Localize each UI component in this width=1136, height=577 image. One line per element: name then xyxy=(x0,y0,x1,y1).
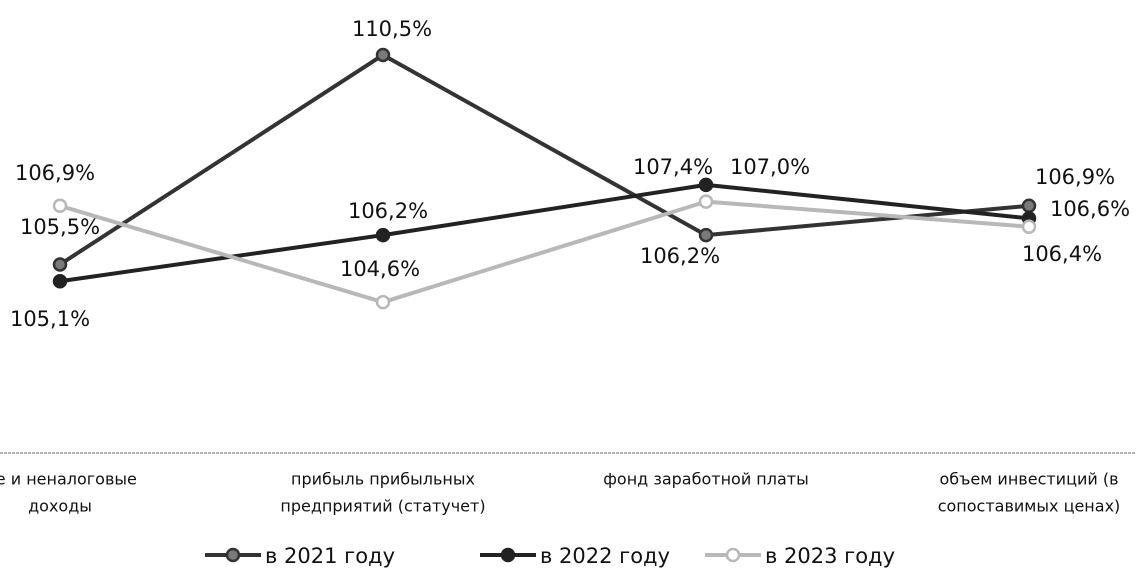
series-line xyxy=(59,199,1030,305)
data-label: 106,2% xyxy=(348,199,428,223)
data-label: 107,4% xyxy=(633,155,713,179)
data-label: 105,5% xyxy=(20,215,100,239)
data-label: 106,9% xyxy=(1035,165,1115,189)
legend-item: в 2022 году xyxy=(480,544,670,568)
marker xyxy=(375,294,391,310)
x-tick-label: фонд заработной платы xyxy=(603,470,809,489)
x-tick-label: объем инвестиций (в xyxy=(939,470,1118,489)
marker xyxy=(698,194,714,209)
data-label: 106,9% xyxy=(15,161,95,185)
marker xyxy=(52,273,68,289)
data-label: 110,5% xyxy=(352,17,432,41)
x-tick-label: прибыль прибыльных xyxy=(291,470,475,489)
legend-marker xyxy=(725,547,741,563)
x-tick-label: сопоставимых ценах) xyxy=(938,497,1121,516)
marker xyxy=(1021,219,1037,234)
legend-label: в 2022 году xyxy=(540,544,670,568)
series-line xyxy=(59,182,1030,284)
data-label: 105,1% xyxy=(10,307,90,331)
data-label: 107,0% xyxy=(730,155,810,179)
series-line xyxy=(58,52,1030,267)
legend-label: в 2023 году xyxy=(765,544,895,568)
legend-item: в 2021 году xyxy=(205,544,395,568)
legend-marker xyxy=(225,547,241,563)
data-label: 104,6% xyxy=(340,257,420,281)
x-tick-label: ые и неналоговые xyxy=(0,470,137,489)
legend-marker xyxy=(500,547,516,563)
marker xyxy=(698,227,714,243)
legend-item: в 2023 году xyxy=(705,544,895,568)
marker xyxy=(375,227,391,243)
marker xyxy=(698,177,714,193)
x-tick-label: предприятий (статучет) xyxy=(280,497,485,516)
marker xyxy=(375,47,391,63)
marker xyxy=(52,198,68,214)
data-label: 106,6% xyxy=(1050,197,1130,221)
marker xyxy=(52,257,68,272)
marker xyxy=(1021,198,1037,214)
data-label: 106,4% xyxy=(1022,242,1102,266)
data-label: 106,2% xyxy=(640,244,720,268)
legend-label: в 2021 году xyxy=(265,544,395,568)
x-tick-label: доходы xyxy=(28,497,92,516)
